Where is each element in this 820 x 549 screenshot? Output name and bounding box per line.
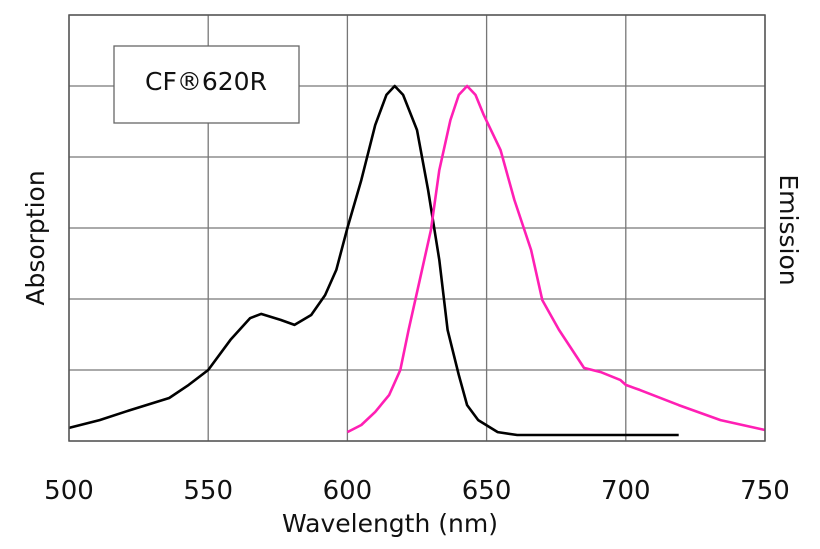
chart-title: CF®620R	[145, 67, 267, 96]
series-line-absorption	[68, 84, 679, 437]
plot-frame	[68, 14, 766, 442]
x-tick-label: 600	[323, 476, 373, 506]
x-tick-label: 650	[462, 476, 512, 506]
x-axis-label: Wavelength (nm)	[282, 509, 498, 538]
y-axis-label-left: Absorption	[21, 170, 50, 305]
x-tick-label: 550	[183, 476, 233, 506]
x-tick-label: 500	[44, 476, 94, 506]
x-tick-label: 700	[601, 476, 651, 506]
x-tick-labels: 500 550 600 650 700 750	[44, 476, 790, 506]
legend-frame	[113, 45, 300, 124]
y-axis-label-right: Emission	[774, 174, 803, 285]
series-layer	[68, 84, 766, 437]
x-tick-label: 750	[740, 476, 790, 506]
series-line-emission	[346, 84, 766, 434]
legend-box: CF®620R	[113, 45, 300, 124]
